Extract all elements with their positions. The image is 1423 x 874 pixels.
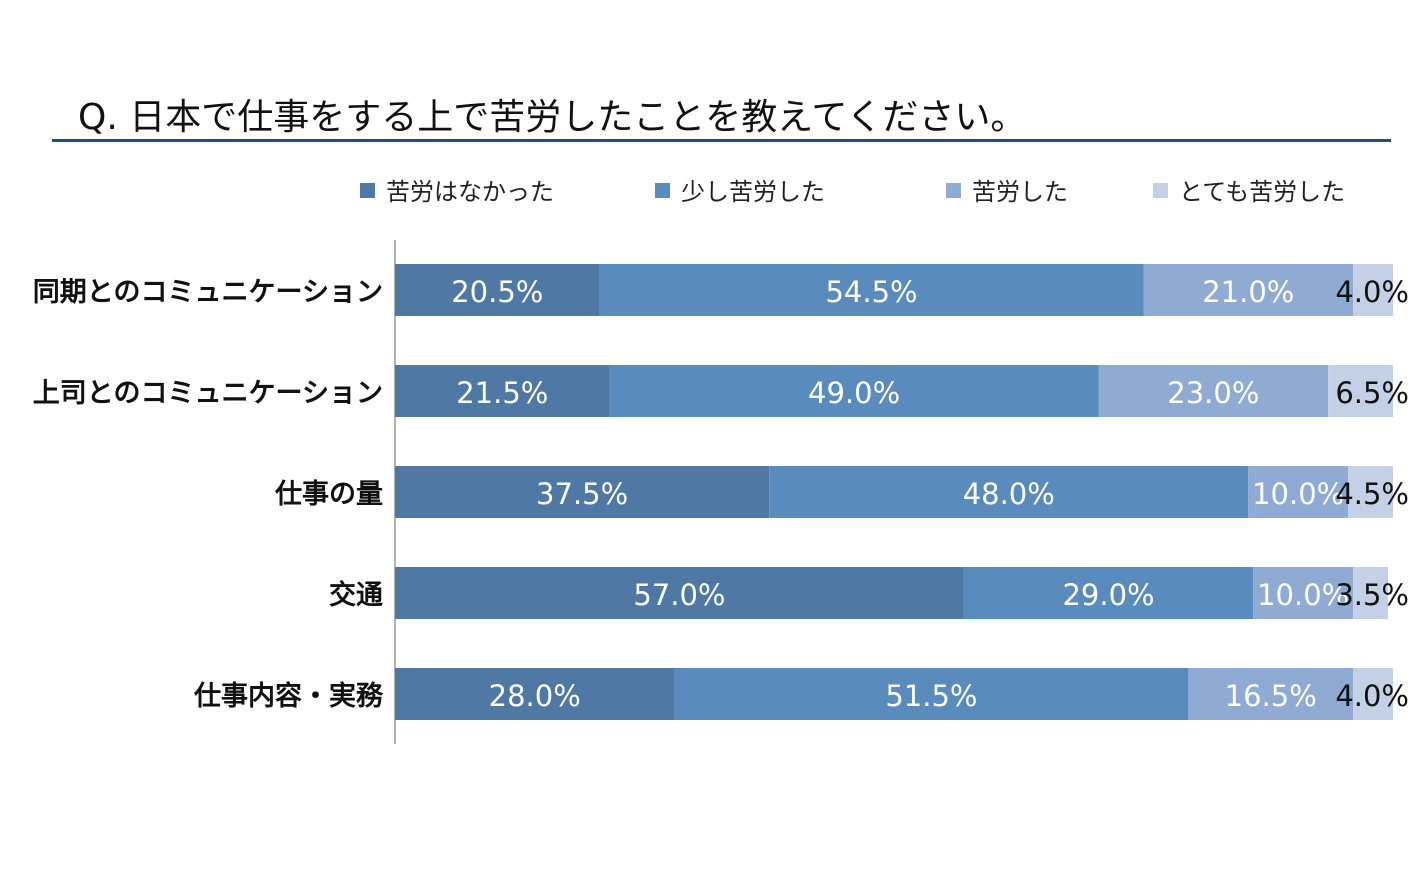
bar-segment <box>1348 466 1393 518</box>
legend-label: 苦労はなかった <box>386 178 554 206</box>
data-label: 20.5% <box>451 275 543 309</box>
category-label: 上司とのコミュニケーション <box>33 378 383 409</box>
title-underline <box>52 139 1391 142</box>
data-label: 4.0% <box>1335 275 1409 309</box>
data-label: 29.0% <box>1062 578 1154 612</box>
bar-segment <box>395 365 610 417</box>
legend-swatch <box>946 183 961 198</box>
bar-segment <box>609 365 1099 417</box>
bar-segment <box>1328 365 1393 417</box>
data-label: 16.5% <box>1225 679 1317 713</box>
bar-segment <box>1248 466 1349 518</box>
legend-swatch <box>655 183 670 198</box>
bar-segment <box>674 668 1189 720</box>
bar-segment <box>1143 264 1354 316</box>
bar-segment <box>1353 668 1393 720</box>
data-label: 37.5% <box>536 477 628 511</box>
data-label: 21.5% <box>456 376 548 410</box>
data-label: 51.5% <box>885 679 977 713</box>
category-label: 仕事の量 <box>274 479 383 510</box>
category-label: 仕事内容・実務 <box>193 680 384 712</box>
data-label: 48.0% <box>963 477 1055 511</box>
bar-segment <box>1188 668 1354 720</box>
data-label: 3.5% <box>1335 578 1409 612</box>
data-label: 23.0% <box>1167 376 1259 410</box>
category-label: 交通 <box>329 579 383 611</box>
data-label: 10.0% <box>1252 477 1344 511</box>
legend-label: 少し苦労した <box>681 178 825 206</box>
bar-segment <box>599 264 1144 316</box>
bar-segment <box>395 264 600 316</box>
category-label: 同期とのコミュニケーション <box>33 277 383 308</box>
data-label: 28.0% <box>489 679 581 713</box>
bar-segment <box>769 466 1249 518</box>
data-label: 54.5% <box>825 275 917 309</box>
data-label: 21.0% <box>1202 275 1294 309</box>
data-label: 4.0% <box>1335 679 1409 713</box>
data-label: 10.0% <box>1257 578 1349 612</box>
bar-segment <box>395 567 964 619</box>
chart-title: Q. 日本で仕事をする上で苦労したことを教えてください。 <box>78 97 1027 138</box>
legend-label: 苦労した <box>972 178 1068 206</box>
bar-segment <box>1098 365 1329 417</box>
legend-swatch <box>1153 183 1168 198</box>
legend-swatch <box>360 183 375 198</box>
legend-label: とても苦労した <box>1179 178 1345 206</box>
bar-segment <box>963 567 1254 619</box>
bar-segment <box>395 668 675 720</box>
bar-segment <box>395 466 770 518</box>
bar-segment <box>1353 264 1393 316</box>
data-label: 4.5% <box>1335 477 1409 511</box>
data-label: 6.5% <box>1335 376 1409 410</box>
bar-segment <box>1253 567 1354 619</box>
bar-segment <box>1353 567 1389 619</box>
data-label: 49.0% <box>808 376 900 410</box>
data-label: 57.0% <box>633 578 725 612</box>
